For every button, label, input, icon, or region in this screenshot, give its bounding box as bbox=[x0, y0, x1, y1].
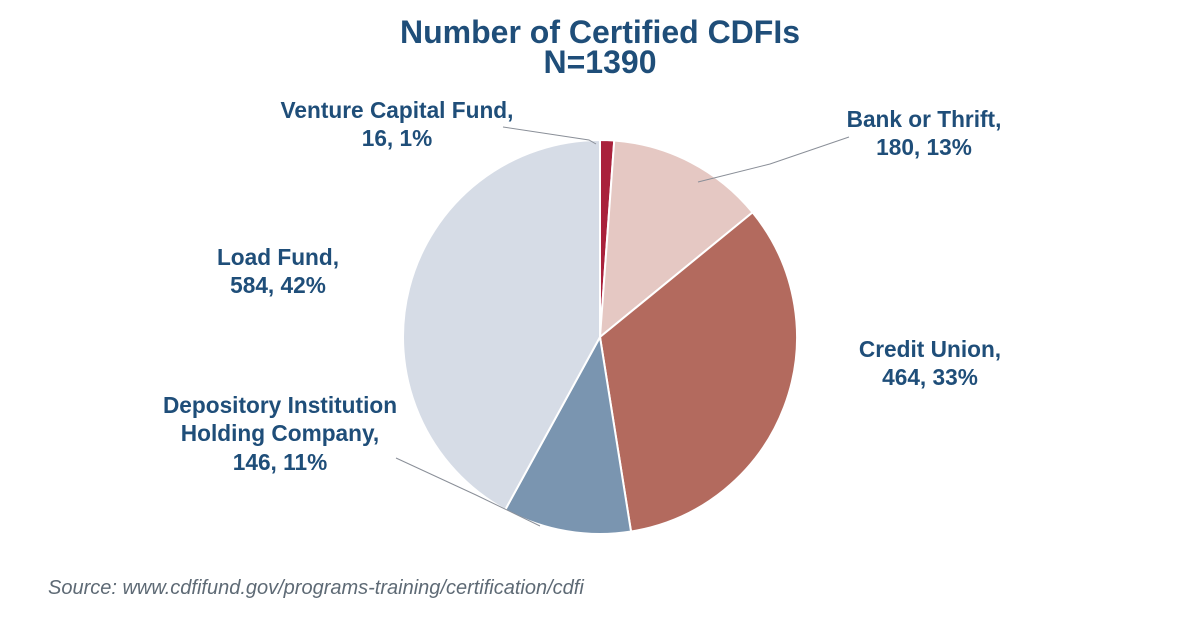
pie-slices bbox=[403, 140, 797, 534]
label-holdco-line3: 146, 11% bbox=[155, 448, 405, 476]
pie-svg bbox=[0, 0, 1200, 624]
label-venture: Venture Capital Fund, 16, 1% bbox=[277, 96, 517, 153]
label-credit-line2: 464, 33% bbox=[850, 363, 1010, 391]
label-loan-line2: 584, 42% bbox=[213, 271, 343, 299]
label-holdco-line2: Holding Company, bbox=[155, 419, 405, 447]
label-credit-line1: Credit Union, bbox=[850, 335, 1010, 363]
label-bank-line2: 180, 13% bbox=[839, 133, 1009, 161]
label-loan-line1: Load Fund, bbox=[213, 243, 343, 271]
label-venture-line2: 16, 1% bbox=[277, 124, 517, 152]
label-bank-line1: Bank or Thrift, bbox=[839, 105, 1009, 133]
label-holdco: Depository Institution Holding Company, … bbox=[155, 391, 405, 476]
label-bank: Bank or Thrift, 180, 13% bbox=[839, 105, 1009, 162]
source-citation: Source: www.cdfifund.gov/programs-traini… bbox=[48, 577, 584, 600]
pie-chart: Number of Certified CDFIs N=1390 Venture… bbox=[0, 0, 1200, 624]
leader-bank bbox=[698, 137, 849, 182]
label-loan: Load Fund, 584, 42% bbox=[213, 243, 343, 300]
label-credit: Credit Union, 464, 33% bbox=[850, 335, 1010, 392]
label-venture-line1: Venture Capital Fund, bbox=[277, 96, 517, 124]
label-holdco-line1: Depository Institution bbox=[155, 391, 405, 419]
